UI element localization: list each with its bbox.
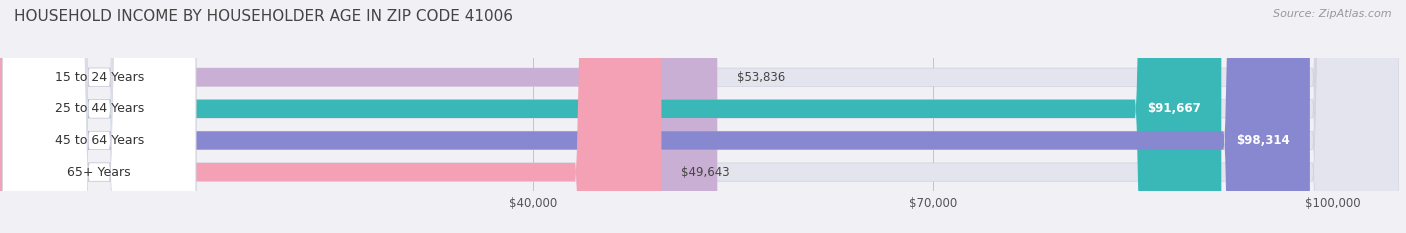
FancyBboxPatch shape [3, 0, 195, 233]
Text: 45 to 64 Years: 45 to 64 Years [55, 134, 143, 147]
Text: 65+ Years: 65+ Years [67, 166, 131, 178]
FancyBboxPatch shape [3, 0, 195, 233]
Text: $49,643: $49,643 [682, 166, 730, 178]
Text: $91,667: $91,667 [1147, 102, 1201, 115]
FancyBboxPatch shape [0, 0, 1222, 233]
Text: 25 to 44 Years: 25 to 44 Years [55, 102, 143, 115]
Text: HOUSEHOLD INCOME BY HOUSEHOLDER AGE IN ZIP CODE 41006: HOUSEHOLD INCOME BY HOUSEHOLDER AGE IN Z… [14, 9, 513, 24]
FancyBboxPatch shape [0, 0, 661, 233]
Text: Source: ZipAtlas.com: Source: ZipAtlas.com [1274, 9, 1392, 19]
FancyBboxPatch shape [3, 0, 195, 233]
Text: 15 to 24 Years: 15 to 24 Years [55, 71, 143, 84]
FancyBboxPatch shape [0, 0, 1310, 233]
FancyBboxPatch shape [3, 0, 195, 233]
Text: $98,314: $98,314 [1236, 134, 1289, 147]
FancyBboxPatch shape [0, 0, 717, 233]
Text: $53,836: $53,836 [737, 71, 786, 84]
